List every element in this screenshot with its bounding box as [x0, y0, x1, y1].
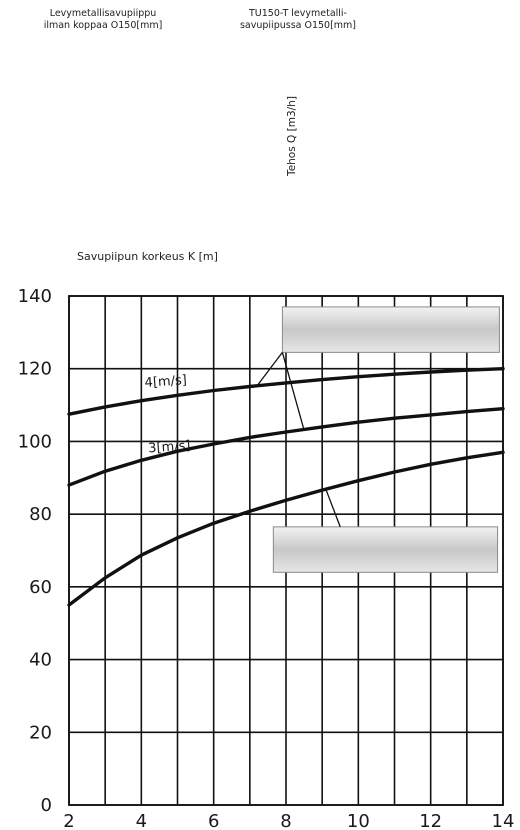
plot-frame [68, 295, 504, 806]
callout-box-bottom [272, 526, 499, 573]
series-line [67, 407, 505, 487]
y-tick-label: 0 [41, 795, 52, 816]
leader-line [256, 351, 283, 387]
series-label: 4[m/s] [144, 373, 187, 391]
y-tick-label: 120 [18, 359, 52, 380]
caption-right: TU150-T levymetalli- savupiipussa O150[m… [239, 8, 357, 31]
series-label: 3[m/s] [148, 438, 191, 456]
callout-box-top [281, 306, 500, 353]
y-tick-label: 80 [29, 504, 52, 525]
x-tick-label: 10 [347, 811, 370, 830]
leader-line [281, 352, 305, 431]
x-tick-label: 14 [492, 811, 515, 830]
x-tick-label: 12 [419, 811, 442, 830]
leader-line [325, 488, 341, 528]
y-tick-label: 20 [29, 722, 52, 743]
series-line [67, 367, 505, 416]
y-tick-label: 40 [29, 650, 52, 671]
x-tick-label: 6 [208, 811, 219, 830]
y-tick-label: 140 [18, 286, 52, 307]
series-line [67, 450, 505, 607]
x-axis-label: Savupiipun korkeus K [m] [77, 250, 218, 263]
x-tick-label: 8 [280, 811, 291, 830]
caption-left: Levymetallisavupiippu ilman koppaa O150[… [43, 8, 163, 31]
x-tick-label: 2 [63, 811, 74, 830]
y-tick-label: 60 [29, 577, 52, 598]
x-tick-label: 4 [136, 811, 147, 830]
y-tick-label: 100 [18, 431, 52, 452]
